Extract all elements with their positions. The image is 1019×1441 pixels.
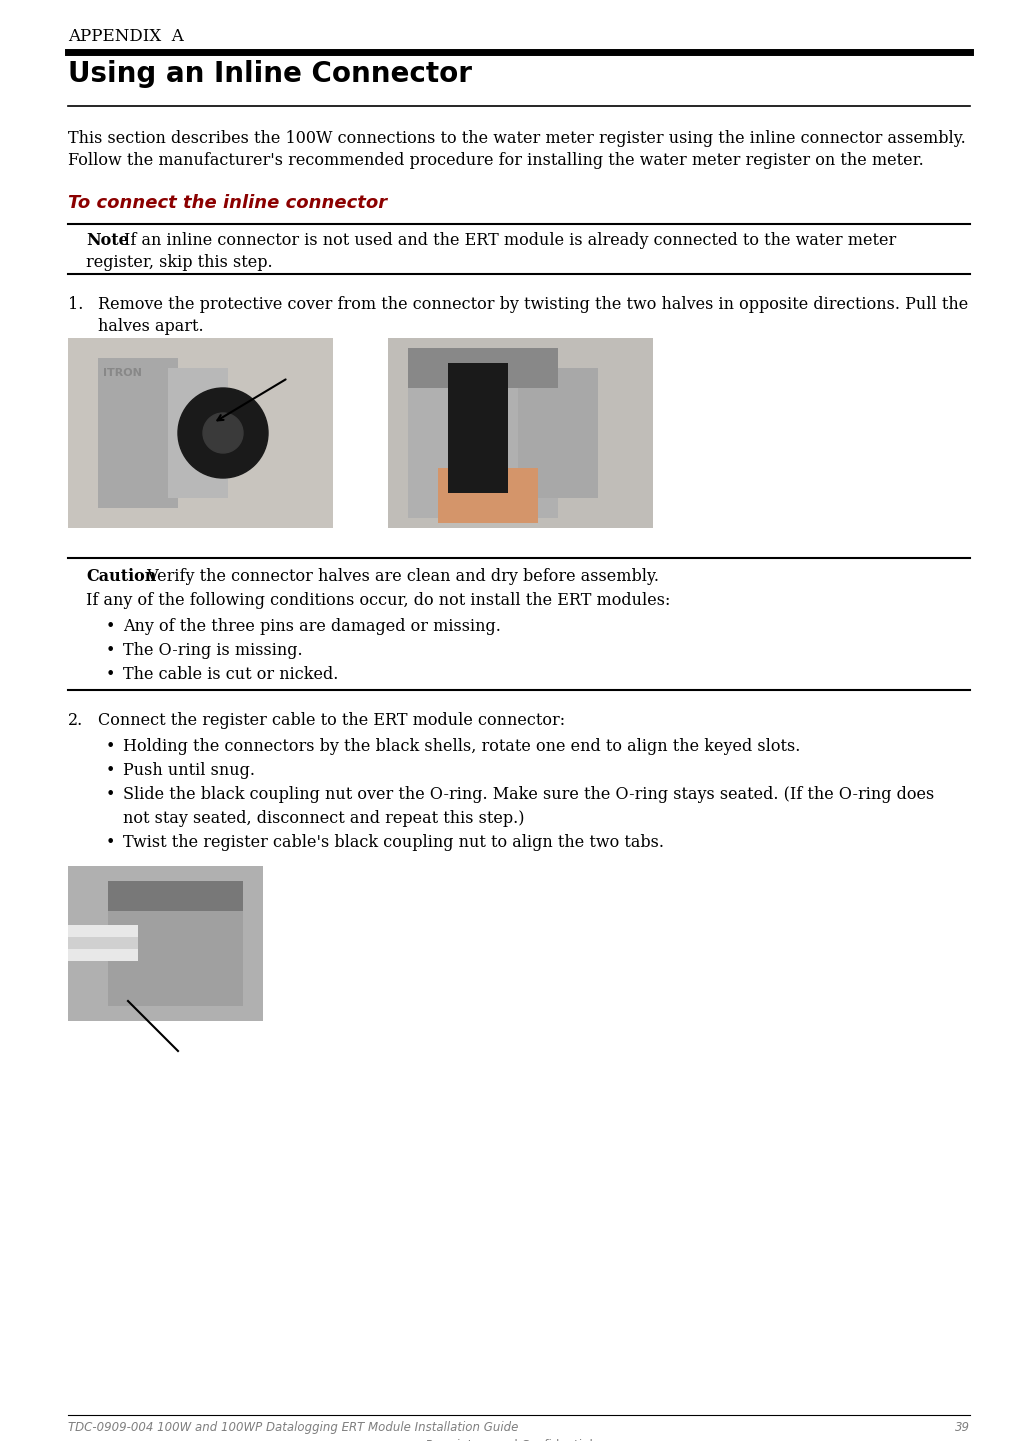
Text: Proprietary and Confidential: Proprietary and Confidential [426, 1440, 592, 1441]
Text: If any of the following conditions occur, do not install the ERT modules:: If any of the following conditions occur… [86, 592, 671, 610]
Text: halves apart.: halves apart. [98, 318, 204, 334]
Text: 1.: 1. [68, 295, 84, 313]
Text: APPENDIX  A: APPENDIX A [68, 27, 183, 45]
Text: •: • [106, 666, 115, 683]
Text: To connect the inline connector: To connect the inline connector [68, 195, 387, 212]
Text: Push until snug.: Push until snug. [123, 762, 255, 780]
Bar [388, 339, 653, 527]
Bar [518, 367, 598, 499]
Text: Using an Inline Connector: Using an Inline Connector [68, 61, 472, 88]
Bar [168, 367, 228, 499]
Text: •: • [106, 618, 115, 635]
Text: Note: Note [86, 232, 128, 249]
Text: ITRON: ITRON [103, 367, 142, 378]
Text: •: • [106, 643, 115, 659]
Text: Twist the register cable's black coupling nut to align the two tabs.: Twist the register cable's black couplin… [123, 834, 664, 852]
Bar [68, 937, 138, 950]
Text: Holding the connectors by the black shells, rotate one end to align the keyed sl: Holding the connectors by the black shel… [123, 738, 800, 755]
Text: Caution: Caution [86, 568, 156, 585]
Text: Slide the black coupling nut over the O-ring. Make sure the O-ring stays seated.: Slide the black coupling nut over the O-… [123, 785, 934, 803]
Text: •: • [106, 785, 115, 803]
Text: Any of the three pins are damaged or missing.: Any of the three pins are damaged or mis… [123, 618, 501, 635]
Text: Remove the protective cover from the connector by twisting the two halves in opp: Remove the protective cover from the con… [98, 295, 968, 313]
Bar [68, 339, 333, 527]
Circle shape [178, 388, 268, 478]
Text: Connect the register cable to the ERT module connector:: Connect the register cable to the ERT mo… [98, 712, 566, 729]
Bar [108, 880, 243, 911]
Text: not stay seated, disconnect and repeat this step.): not stay seated, disconnect and repeat t… [123, 810, 525, 827]
Bar [408, 347, 558, 517]
Text: If an inline connector is not used and the ERT module is already connected to th: If an inline connector is not used and t… [124, 232, 897, 249]
Text: •: • [106, 738, 115, 755]
Bar [448, 363, 508, 493]
Text: •: • [106, 834, 115, 852]
Text: •: • [106, 762, 115, 780]
Text: The O-ring is missing.: The O-ring is missing. [123, 643, 303, 659]
Text: Verify the connector halves are clean and dry before assembly.: Verify the connector halves are clean an… [142, 568, 659, 585]
Bar [408, 347, 558, 388]
Bar [438, 468, 538, 523]
Text: TDC-0909-004 100W and 100WP Datalogging ERT Module Installation Guide: TDC-0909-004 100W and 100WP Datalogging … [68, 1421, 519, 1434]
Text: This section describes the 100W connections to the water meter register using th: This section describes the 100W connecti… [68, 130, 966, 147]
Text: The cable is cut or nicked.: The cable is cut or nicked. [123, 666, 338, 683]
Text: 2.: 2. [68, 712, 84, 729]
Bar [68, 925, 138, 961]
Text: 39: 39 [955, 1421, 970, 1434]
Bar [98, 357, 178, 509]
Circle shape [203, 414, 243, 452]
Bar [108, 880, 243, 1006]
Text: Follow the manufacturer's recommended procedure for installing the water meter r: Follow the manufacturer's recommended pr… [68, 151, 924, 169]
Bar [68, 866, 263, 1022]
Text: register, skip this step.: register, skip this step. [86, 254, 273, 271]
